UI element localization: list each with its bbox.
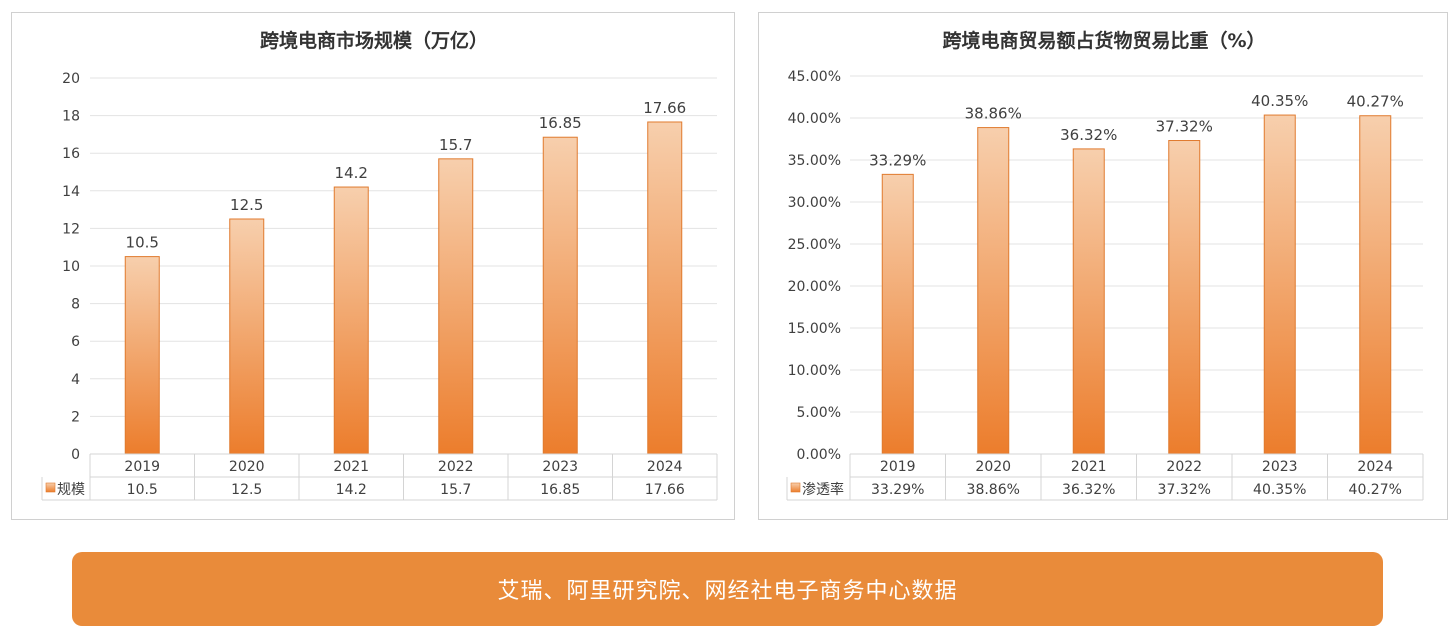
data-label: 33.29%: [869, 151, 926, 169]
data-label: 37.32%: [1156, 118, 1213, 136]
x-tick-label: 2020: [229, 459, 265, 475]
bar: [229, 218, 265, 455]
legend-key: [790, 482, 801, 493]
bar: [881, 173, 914, 455]
table-value: 17.66: [645, 482, 685, 498]
y-tick-label: 30.00%: [788, 195, 841, 211]
table-value: 14.2: [336, 482, 367, 498]
x-tick-label: 2019: [880, 459, 916, 475]
data-label: 38.86%: [965, 105, 1022, 123]
y-tick-label: 10: [62, 259, 80, 275]
y-tick-label: 18: [62, 109, 80, 125]
x-tick-label: 2024: [647, 459, 683, 475]
legend-key: [45, 482, 56, 493]
market-size-chart: 跨境电商市场规模（万亿） 0 2 4 6 8 10 12 14 16 18 20 10.5 12.5 14.…: [41, 29, 718, 501]
x-tick-label: 2021: [333, 459, 369, 475]
penetration-rate-chart-panel: 跨境电商贸易额占货物贸易比重（%） 0.00% 5.00% 10.00% 15.00% 2…: [758, 12, 1448, 520]
data-label: 10.5: [126, 234, 159, 252]
x-tick-label: 2022: [1166, 459, 1202, 475]
y-tick-label: 20: [62, 71, 80, 87]
y-tick-label: 12: [62, 221, 80, 237]
data-label: 15.7: [439, 136, 472, 154]
source-banner: 艾瑞、阿里研究院、网经社电子商务中心数据: [72, 552, 1383, 626]
bar: [542, 136, 578, 455]
bar: [1359, 115, 1392, 455]
table-value: 12.5: [231, 482, 262, 498]
y-tick-label: 20.00%: [788, 279, 841, 295]
chart-title: 跨境电商贸易额占货物贸易比重（%）: [942, 29, 1265, 52]
table-value: 36.32%: [1062, 482, 1115, 498]
series-name: 渗透率: [802, 481, 844, 498]
x-tick-label: 2021: [1071, 459, 1107, 475]
y-tick-label: 10.00%: [788, 363, 841, 379]
y-tick-label: 0: [71, 447, 80, 463]
data-label: 14.2: [335, 164, 368, 182]
y-tick-label: 40.00%: [788, 111, 841, 127]
penetration-rate-chart: 跨境电商贸易额占货物贸易比重（%） 0.00% 5.00% 10.00% 15.00% 2…: [786, 29, 1424, 501]
x-tick-label: 2020: [975, 459, 1011, 475]
bar: [647, 121, 683, 455]
data-label: 40.35%: [1251, 92, 1308, 110]
table-value: 40.35%: [1253, 482, 1306, 498]
x-tick-label: 2022: [438, 459, 474, 475]
bar: [1263, 114, 1296, 455]
y-tick-label: 0.00%: [797, 447, 841, 463]
table-value: 10.5: [127, 482, 158, 498]
y-tick-label: 45.00%: [788, 69, 841, 85]
data-label: 12.5: [230, 196, 263, 214]
y-tick-label: 14: [62, 184, 80, 200]
bar: [1168, 140, 1201, 455]
series-name: 规模: [57, 482, 85, 498]
table-value: 40.27%: [1349, 482, 1402, 498]
market-size-chart-panel: 跨境电商市场规模（万亿） 0 2 4 6 8 10 12 14 16 18 20 10.5 12.5 14.…: [11, 12, 735, 520]
table-value: 37.32%: [1158, 482, 1211, 498]
x-tick-label: 2023: [542, 459, 578, 475]
bar: [438, 158, 474, 455]
y-tick-label: 5.00%: [797, 405, 841, 421]
y-tick-label: 35.00%: [788, 153, 841, 169]
table-value: 38.86%: [967, 482, 1020, 498]
y-tick-label: 4: [71, 372, 80, 388]
source-text: 艾瑞、阿里研究院、网经社电子商务中心数据: [497, 579, 958, 604]
x-tick-label: 2024: [1357, 459, 1393, 475]
y-tick-label: 2: [71, 409, 80, 425]
data-label: 40.27%: [1347, 93, 1404, 111]
data-label: 16.85: [539, 114, 582, 132]
x-tick-label: 2019: [124, 459, 160, 475]
bar: [1072, 148, 1105, 455]
y-tick-label: 16: [62, 146, 80, 162]
x-tick-label: 2023: [1262, 459, 1298, 475]
table-value: 33.29%: [871, 482, 924, 498]
y-tick-label: 6: [71, 334, 80, 350]
y-tick-label: 25.00%: [788, 237, 841, 253]
bar: [124, 256, 160, 455]
y-tick-label: 8: [71, 297, 80, 313]
data-label: 17.66: [643, 99, 686, 117]
y-tick-label: 15.00%: [788, 321, 841, 337]
data-label: 36.32%: [1060, 126, 1117, 144]
chart-title: 跨境电商市场规模（万亿）: [260, 29, 488, 52]
table-value: 15.7: [440, 482, 471, 498]
table-value: 16.85: [540, 482, 580, 498]
bar: [333, 186, 369, 455]
bar: [977, 127, 1010, 455]
